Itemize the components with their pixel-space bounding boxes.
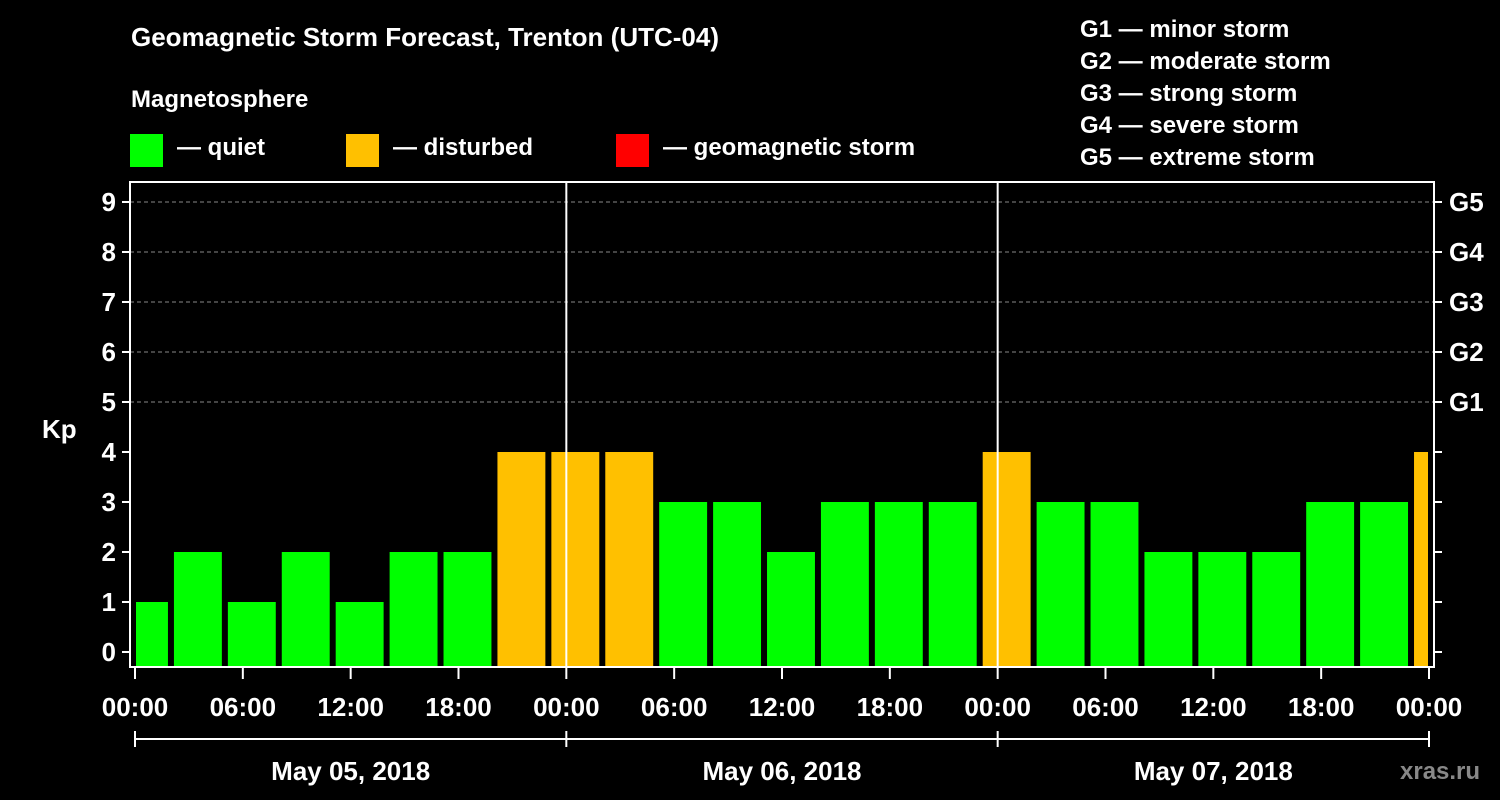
g-scale-g4: G4 — severe storm [1080,112,1299,139]
kp-bar-1 [173,552,222,666]
x-tick-label-8: 00:00 [964,692,1031,722]
y-tick-label-2: 2 [102,537,116,567]
kp-bar-19 [1144,552,1193,666]
y-tick-label-7: 7 [102,287,116,317]
day-label-1: May 06, 2018 [702,756,861,786]
day-label-2: May 07, 2018 [1134,756,1293,786]
kp-bar-8 [551,452,600,666]
y-tick-label-9: 9 [102,187,116,217]
kp-bar-15 [928,502,977,666]
x-tick-label-12: 00:00 [1396,692,1463,722]
g-level-label-g1: G1 [1449,387,1484,417]
kp-bar-7 [497,452,546,666]
kp-bar-12 [767,552,815,666]
g-level-label-g4: G4 [1449,237,1484,267]
legend-label-disturbed: — disturbed [393,134,534,161]
x-tick-label-7: 18:00 [857,692,924,722]
y-tick-label-5: 5 [102,387,116,417]
day-label-0: May 05, 2018 [271,756,430,786]
y-tick-label-0: 0 [102,637,116,667]
kp-bar-10 [659,502,708,666]
kp-bar-14 [874,502,923,666]
kp-bar-9 [605,452,654,666]
kp-bar-11 [713,502,762,666]
kp-bar-0 [136,602,168,666]
x-tick-label-3: 18:00 [425,692,492,722]
kp-bar-23 [1360,502,1409,666]
kp-bar-22 [1306,502,1355,666]
legend-swatch-disturbed [346,134,379,167]
y-axis-label: Kp [42,414,77,444]
g-scale-g3: G3 — strong storm [1080,80,1298,107]
kp-bar-6 [443,552,492,666]
kp-bar-24 [1414,452,1428,666]
g-level-label-g2: G2 [1449,337,1484,367]
legend-label-quiet: — quiet [177,134,265,161]
kp-bar-3 [281,552,330,666]
kp-bar-17 [1036,502,1085,666]
g-scale-g1: G1 — minor storm [1080,16,1290,43]
x-tick-label-1: 06:00 [210,692,277,722]
x-tick-label-6: 12:00 [749,692,816,722]
legend-swatch-storm [616,134,649,167]
x-tick-label-0: 00:00 [102,692,169,722]
kp-bar-13 [820,502,869,666]
x-tick-label-2: 12:00 [317,692,384,722]
kp-bar-18 [1090,502,1139,666]
legend-label-storm: — geomagnetic storm [663,134,916,161]
watermark: xras.ru [1400,758,1481,785]
g-scale-g5: G5 — extreme storm [1080,144,1315,171]
y-tick-label-4: 4 [102,437,117,467]
y-tick-label-1: 1 [102,587,116,617]
x-tick-label-5: 06:00 [641,692,708,722]
kp-bar-4 [335,602,384,666]
x-tick-label-11: 18:00 [1288,692,1355,722]
g-scale-legend: G1 — minor storm G2 — moderate storm G3 … [1080,14,1331,174]
kp-bar-5 [389,552,438,666]
y-tick-label-8: 8 [102,237,116,267]
x-tick-label-9: 06:00 [1072,692,1139,722]
chart-title: Geomagnetic Storm Forecast, Trenton (UTC… [131,22,719,52]
y-tick-label-3: 3 [102,487,116,517]
x-tick-label-10: 12:00 [1180,692,1247,722]
legend-swatch-quiet [130,134,163,167]
kp-bar-2 [227,602,276,666]
legend-heading: Magnetosphere [131,86,309,113]
kp-bar-20 [1198,552,1247,666]
g-level-label-g5: G5 [1449,187,1484,217]
g-level-label-g3: G3 [1449,287,1484,317]
x-tick-label-4: 00:00 [533,692,600,722]
kp-bar-21 [1252,552,1301,666]
kp-bar-16 [982,452,1031,666]
g-scale-g2: G2 — moderate storm [1080,48,1331,75]
y-tick-label-6: 6 [102,337,116,367]
